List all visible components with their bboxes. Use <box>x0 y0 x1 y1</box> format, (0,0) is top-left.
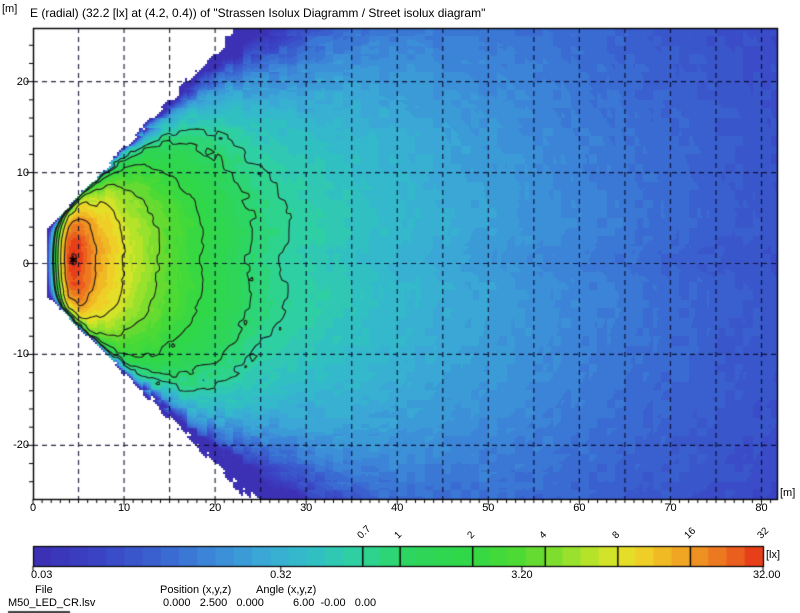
x-tick-label: 30 <box>300 502 313 514</box>
x-tick-label: 80 <box>755 502 768 514</box>
x-tick-label: 20 <box>209 502 222 514</box>
x-tick-label: 10 <box>117 502 131 514</box>
x-tick-label: 70 <box>664 502 677 514</box>
x-tick-label: 0 <box>29 502 37 514</box>
colorbar-bottom-tick-label: 3.20 <box>511 569 533 581</box>
file-value: M50_LED_CR.lsv <box>8 597 96 609</box>
position-label: Position (x,y,z) <box>160 584 232 596</box>
position-value: 0.000 2.500 0.000 <box>163 597 264 609</box>
y-tick-label: -10 <box>13 348 29 361</box>
y-tick-label: 10 <box>16 166 29 179</box>
y-tick-label: 0 <box>22 257 29 270</box>
colorbar-unit: [lx] <box>766 549 781 561</box>
y-tick-label: 20 <box>16 75 29 88</box>
angle-label: Angle (x,y,z) <box>256 584 317 596</box>
angle-value: 6.00 -0.00 0.00 <box>293 597 377 609</box>
colorbar-bottom-tick-label: 32.00 <box>753 569 781 581</box>
file-label: File <box>35 584 53 596</box>
x-tick-label: 40 <box>391 502 404 514</box>
colorbar-bottom-tick-label: 0.32 <box>270 569 292 581</box>
x-tick-label: 60 <box>573 502 586 514</box>
x-tick-label: 50 <box>482 502 495 514</box>
colorbar-bottom-tick-label: 0.03 <box>31 569 53 581</box>
y-tick-label: -20 <box>13 439 29 452</box>
diagram-title: E (radial) (32.2 [lx] at (4.2, 0.4)) of … <box>30 6 486 20</box>
y-axis-unit: [m] <box>2 3 18 15</box>
x-axis-unit: [m] <box>780 487 796 499</box>
